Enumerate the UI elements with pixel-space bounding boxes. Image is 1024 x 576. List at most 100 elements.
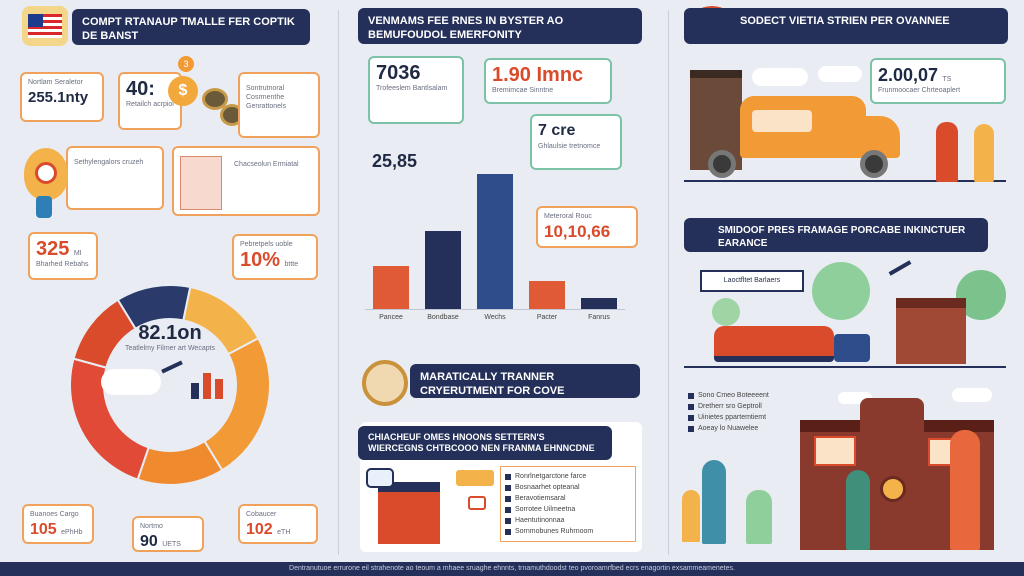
- stat-card-5-label: Chacseolun Ermiatal: [234, 161, 299, 168]
- bullet-icon: [505, 473, 511, 480]
- right-list-item-label: Dretherr sro Geptroll: [698, 403, 762, 410]
- mid-card-3-value: 7 cre: [538, 122, 576, 139]
- chart-x-label: Wechs: [484, 314, 506, 321]
- stat-bottom-2-unit: UETS: [162, 541, 181, 548]
- bar-chart-axis: Pancee Bondbase Wechs Pacter Fanrus: [365, 314, 625, 326]
- mid-card-4: Meteroral Rouc 10,10,66: [536, 206, 638, 248]
- stat-right-unit: bttte: [284, 261, 299, 268]
- stat-bottom-3: Cobaucer 102 eTH: [238, 504, 318, 544]
- donut-chart: [69, 284, 271, 486]
- chart-bar-pacter: [529, 280, 565, 309]
- donut-segment-3: [136, 439, 224, 486]
- tree-icon: [812, 262, 870, 320]
- stat-right-value: 10%: [240, 249, 281, 271]
- stat-card-1-label: Nortlam Seraletor: [28, 79, 83, 86]
- right-list-item-label: Sono Cmeo Boteeeent: [698, 392, 769, 399]
- train-icon: [714, 326, 834, 362]
- column-divider-right: [668, 10, 669, 555]
- mid-card-4-value: 10,10,66: [544, 222, 611, 241]
- clock-icon: [880, 476, 906, 502]
- stat-left-label: Bharhed Rebahs: [36, 261, 89, 268]
- plane-icon: [161, 360, 183, 374]
- stat-card-3-label: Sontrutnoral Cosrmenthe Genrattonels: [246, 85, 287, 110]
- building-icon: [896, 298, 966, 364]
- person-icon-3: [702, 460, 726, 544]
- chart-x-label: Pancee: [379, 314, 403, 321]
- stat-bottom-3-value: 102: [246, 521, 273, 538]
- money-bag-icon: [24, 148, 68, 200]
- mini-bar-icon-3: [215, 379, 223, 399]
- right-list-item: Sono Cmeo Boteeeent: [688, 390, 798, 401]
- kiosk-icon: [690, 70, 742, 170]
- stat-bottom-1-unit: ePhHb: [61, 529, 83, 536]
- person-icon-4: [746, 490, 772, 544]
- flag-icon: [22, 6, 68, 46]
- mid-list-item-label: Haentutinonnaa: [515, 517, 565, 524]
- stat-bottom-1-label: Buanoes Cargo: [30, 511, 79, 518]
- bullet-icon: [688, 414, 694, 421]
- wheel-icon-2: [860, 150, 888, 178]
- right-title: SODECT VIETIA STRIEN PER OVANNEE: [684, 8, 1008, 44]
- mid-list-item-label: Sorrotee Uilmeetna: [515, 506, 576, 513]
- mid-card-2-label: Bremimcae Sinntne: [492, 87, 554, 94]
- coin-icon: $: [168, 76, 198, 106]
- right-list-item-label: Aoeay lo Nuawelee: [698, 425, 759, 432]
- right-card-1-label: Frunmoocaer Chrteoaplert: [878, 87, 961, 94]
- chart-x-label: Pacter: [536, 314, 558, 321]
- plane-icon-right: [888, 260, 912, 276]
- mid-card-2: 1.90 Imnc Bremimcae Sinntne: [484, 58, 612, 104]
- stat-card-1-value: 255.1nty: [28, 89, 89, 106]
- truck-window-icon: [752, 110, 812, 132]
- bar-chart: [365, 160, 625, 310]
- mid-list-item: Sornmobunes Ruhrnoom: [505, 526, 631, 537]
- stat-card-4-label: Sethylengalors cruzeh: [74, 159, 144, 166]
- bullet-icon: [688, 425, 694, 432]
- mid-card-3: 7 cre Ghlaulsie tretnomce: [530, 114, 622, 170]
- right-card-1-value: 2.00,07: [878, 65, 939, 85]
- mini-bar-icon: [191, 383, 199, 399]
- right-card-1-unit: TS: [942, 76, 952, 83]
- wheel-icon: [708, 150, 736, 178]
- right-card-1: 2.00,07 TS Frunmoocaer Chrteoaplert: [870, 58, 1006, 104]
- middle-title: VENMAMS FEE RNES IN BYSTER AO BEMUFOUDOL…: [358, 8, 642, 44]
- mid-list-item-label: Ronrlnetgarctone farce: [515, 473, 587, 480]
- mid-subsection-title: CHIACHEUF OMES HNOONS SETTERN'S WIERCEGN…: [358, 426, 612, 460]
- footer: Dentranutuoe errurone eil strahenote ao …: [0, 562, 1024, 576]
- stat-bottom-1-value: 105: [30, 521, 57, 538]
- column-divider-left: [338, 10, 339, 555]
- mid-list: Ronrlnetgarctone farce Bosnaarhet opteana…: [500, 466, 636, 542]
- train-car-icon: [834, 334, 870, 362]
- medal-icon: [362, 360, 408, 406]
- shop-sign-icon: [814, 436, 856, 466]
- stat-bottom-2-value: 90: [140, 533, 158, 550]
- road-line: [684, 180, 1006, 182]
- sign-board-label: Laoctfltet Barlaers: [723, 277, 781, 284]
- left-title: COMPT RTANAUP TMALLE FER COPTIK DE BANST: [72, 9, 310, 45]
- right-list-item-label: Uinietes ppartemtiemt: [698, 414, 767, 421]
- right-list-item: Aoeay lo Nuawelee: [688, 423, 798, 434]
- mid-card-2-value: 1.90 Imnc: [492, 64, 584, 86]
- mid-stat-left: 25,85: [372, 151, 418, 171]
- cloud-icon-right: [752, 68, 808, 86]
- bullet-icon: [505, 506, 511, 513]
- coin-stack-icon: [202, 88, 228, 110]
- bullet-icon: [505, 517, 511, 524]
- chart-x-label: Fanrus: [588, 314, 610, 321]
- stat-bottom-3-label: Cobaucer: [246, 511, 277, 518]
- mid-list-item-label: Beravotiemsaral: [515, 495, 566, 502]
- mid-list-item: Bosnaarhet opteanal: [505, 482, 631, 493]
- person-icon-1: [936, 122, 958, 182]
- right-list-item: Dretherr sro Geptroll: [688, 401, 798, 412]
- clock-tower-icon: [860, 398, 924, 438]
- person-icon-2: [974, 124, 994, 182]
- mid-card-1: 7036 Trofeeslem Bantlsalam: [368, 56, 464, 124]
- chart-bar-bondbase: [425, 230, 461, 309]
- stat-card-5: Chacseolun Ermiatal: [172, 146, 320, 216]
- stat-card-3: Sontrutnoral Cosrmenthe Genrattonels: [238, 72, 320, 138]
- stat-bottom-2-label: Nortmo: [140, 523, 163, 530]
- bullet-icon: [505, 495, 511, 502]
- mini-bar-icon-2: [203, 373, 211, 399]
- donut-center-value: 82.1on: [138, 322, 202, 344]
- sign-board: Laoctfltet Barlaers: [700, 270, 804, 292]
- donut-center: 82.1on Teatlelmy Filmer art Wecapts: [95, 322, 245, 403]
